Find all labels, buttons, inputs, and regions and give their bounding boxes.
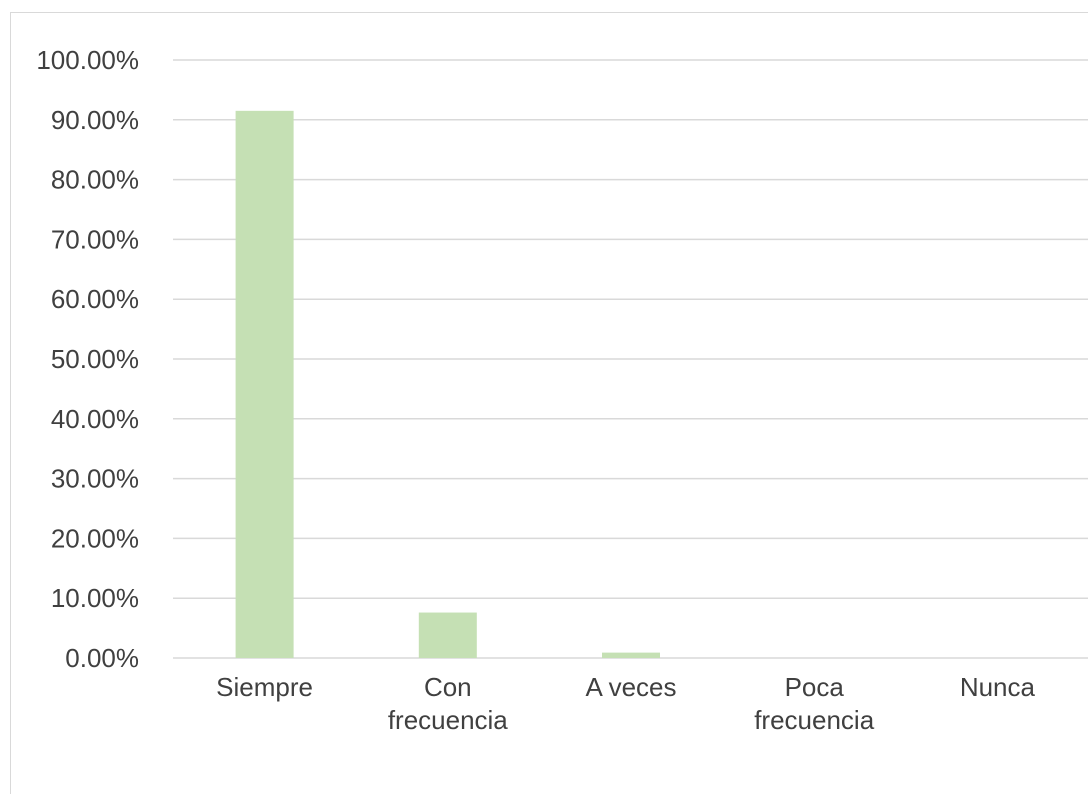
bar-chart: 0.00% 10.00% 20.00% 30.00% 40.00% 50.00% 60.00…	[36, 45, 1088, 735]
y-tick-label: 60.00%	[51, 284, 139, 314]
y-tick-label: 50.00%	[51, 344, 139, 374]
x-category-label-line: Poca	[785, 672, 845, 702]
x-category-label-line: A veces	[585, 672, 676, 702]
x-category-label: Siempre	[216, 672, 313, 702]
x-category-label-line: Nunca	[960, 672, 1036, 702]
x-category-label: Con frecuencia	[388, 672, 508, 735]
bars	[235, 110, 660, 658]
y-tick-label: 90.00%	[51, 105, 139, 135]
y-tick-label: 100.00%	[36, 45, 139, 75]
y-tick-label: 40.00%	[51, 404, 139, 434]
y-tick-label: 20.00%	[51, 523, 139, 553]
y-tick-label: 30.00%	[51, 464, 139, 494]
bar-con-frecuencia	[418, 612, 477, 658]
bar-a-veces	[602, 652, 660, 658]
x-category-label-line: Con	[424, 672, 472, 702]
y-tick-label: 10.00%	[51, 583, 139, 613]
x-category-label-line: frecuencia	[754, 705, 874, 735]
chart-area: 0.00% 10.00% 20.00% 30.00% 40.00% 50.00% 60.00…	[10, 12, 1088, 794]
y-tick-label: 70.00%	[51, 224, 139, 254]
x-category-label: Poca frecuencia	[754, 672, 874, 735]
x-category-label-line: Siempre	[216, 672, 313, 702]
bar-siempre	[235, 110, 294, 658]
gridlines	[173, 59, 1088, 659]
y-axis-tick-labels: 0.00% 10.00% 20.00% 30.00% 40.00% 50.00% 60.00…	[36, 45, 139, 673]
y-tick-label: 80.00%	[51, 165, 139, 195]
x-category-label: Nunca	[960, 672, 1036, 702]
y-tick-label: 0.00%	[65, 643, 139, 673]
x-category-label: A veces	[585, 672, 676, 702]
x-category-label-line: frecuencia	[388, 705, 508, 735]
